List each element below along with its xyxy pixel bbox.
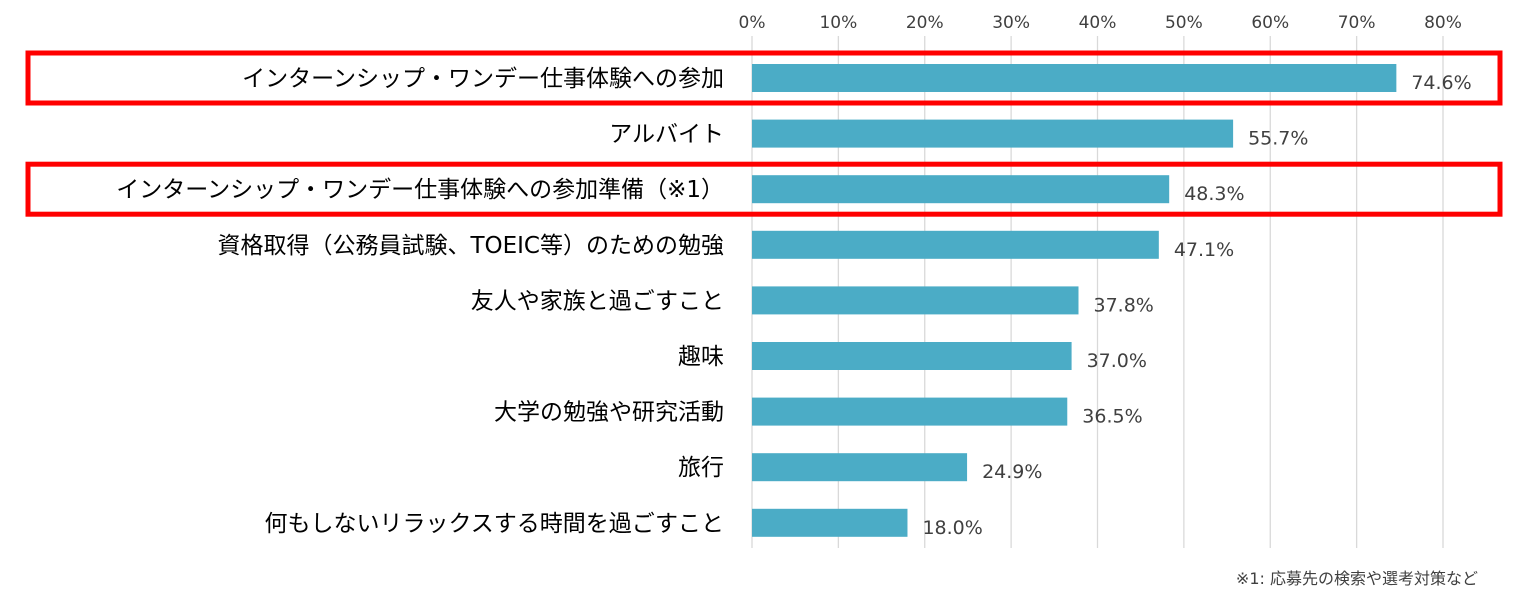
category-label: インターンシップ・ワンデー仕事体験への参加: [242, 66, 724, 92]
data-label: 48.3%: [1184, 183, 1244, 205]
bar: [752, 286, 1079, 315]
bar: [752, 175, 1170, 204]
category-label: 大学の勉強や研究活動: [494, 400, 724, 426]
data-label: 47.1%: [1174, 239, 1234, 261]
x-tick-label: 30%: [992, 13, 1030, 33]
x-tick-label: 70%: [1338, 13, 1376, 33]
x-tick-label: 20%: [906, 13, 944, 33]
bar: [752, 230, 1159, 259]
x-tick-label: 80%: [1424, 13, 1462, 33]
bar: [752, 119, 1234, 148]
x-tick-label: 10%: [819, 13, 857, 33]
data-label: 36.5%: [1082, 406, 1142, 428]
category-label: 旅行: [678, 455, 724, 481]
bar: [752, 342, 1072, 370]
bar: [752, 508, 908, 537]
data-label: 74.6%: [1411, 72, 1471, 94]
category-label: インターンシップ・ワンデー仕事体験への参加準備（※1）: [116, 177, 724, 203]
bars: [752, 64, 1397, 537]
data-label: 24.9%: [982, 461, 1042, 483]
bar: [752, 64, 1397, 92]
data-label: 55.7%: [1248, 128, 1308, 150]
category-label: 趣味: [678, 344, 724, 370]
x-axis-tick-labels: 0% 10% 20% 30% 40% 50% 60% 70% 80%: [739, 13, 1462, 33]
highlight-box: [25, 50, 1503, 106]
data-label: 18.0%: [922, 517, 982, 539]
category-label: 資格取得（公務員試験、TOEIC等）のための勉強: [217, 233, 724, 259]
category-label: アルバイト: [609, 122, 724, 148]
x-tick-label: 40%: [1079, 13, 1117, 33]
data-label: 37.0%: [1087, 350, 1147, 372]
x-tick-label: 0%: [739, 13, 766, 33]
x-tick-label: 60%: [1251, 13, 1289, 33]
footnote: ※1: 応募先の検索や選考対策など: [1236, 569, 1478, 588]
x-tick-label: 50%: [1165, 13, 1203, 33]
highlight-box: [25, 161, 1503, 217]
data-label: 37.8%: [1093, 294, 1153, 316]
bar: [752, 397, 1068, 426]
category-labels: インターンシップ・ワンデー仕事体験への参加アルバイトインターンシップ・ワンデー仕…: [116, 66, 724, 537]
highlight-boxes: [25, 50, 1503, 217]
category-label: 友人や家族と過ごすこと: [471, 288, 724, 314]
category-label: 何もしないリラックスする時間を過ごすこと: [264, 511, 724, 537]
value-labels: 74.6% 55.7% 48.3% 47.1% 37.8% 37.0% 36.5% 24.9%…: [922, 72, 1471, 539]
bar: [752, 453, 968, 482]
